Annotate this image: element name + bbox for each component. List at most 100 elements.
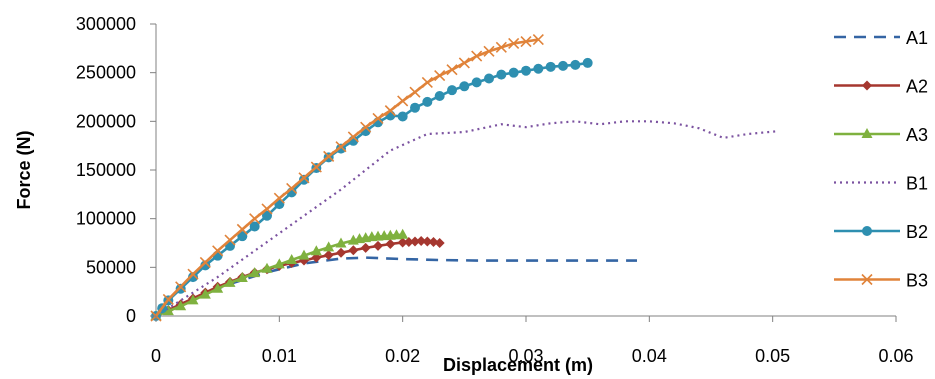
triangle-marker — [298, 249, 310, 260]
triangle-marker — [286, 254, 298, 265]
triangle-marker — [310, 245, 322, 256]
triangle-marker — [323, 241, 335, 252]
triangle-marker — [261, 262, 273, 273]
triangle-marker — [861, 128, 873, 138]
diamond-marker — [416, 236, 427, 247]
y-tick-label: 100000 — [76, 209, 136, 229]
x-marker — [508, 37, 520, 50]
triangle-marker — [162, 305, 174, 316]
x-tick-label: 0.01 — [262, 346, 297, 366]
x-marker — [483, 45, 495, 57]
circle-marker — [200, 260, 211, 271]
x-marker — [323, 150, 335, 162]
diamond-marker — [410, 236, 420, 247]
circle-marker — [508, 67, 519, 78]
y-tick-label: 0 — [126, 306, 136, 326]
legend: A1 A2 A3 B1 B2 B3 — [834, 28, 928, 291]
x-marker — [212, 245, 224, 257]
x-tick-label: 0.06 — [878, 346, 913, 366]
circle-marker — [496, 69, 507, 80]
diamond-marker — [434, 238, 445, 248]
series-layer — [150, 34, 779, 322]
triangle-marker — [224, 276, 236, 287]
x-marker — [446, 64, 458, 76]
circle-marker — [459, 81, 470, 92]
legend-item-b1: B1 — [834, 174, 928, 194]
diamond-marker — [360, 242, 371, 253]
x-tick-label: 0.03 — [508, 346, 543, 366]
legend-item-b3: B3 — [834, 271, 928, 291]
legend-item-a1: A1 — [834, 28, 928, 48]
x-marker — [372, 112, 384, 124]
x-marker — [162, 293, 174, 306]
x-tick-label: 0.05 — [755, 346, 790, 366]
diamond-marker — [323, 250, 334, 261]
legend-item-b2: B2 — [834, 222, 928, 242]
triangle-marker — [187, 294, 199, 305]
legend-label: A1 — [906, 28, 928, 48]
x-marker — [298, 172, 310, 184]
circle-marker — [545, 61, 556, 72]
circle-marker — [862, 226, 872, 236]
x-marker — [520, 35, 532, 48]
y-tick-label: 150000 — [76, 160, 136, 180]
triangle-marker — [175, 300, 187, 311]
legend-label: B2 — [906, 222, 928, 242]
legend-label: B3 — [906, 271, 928, 291]
diamond-marker — [428, 237, 439, 248]
x-marker — [409, 86, 421, 98]
triangle-marker — [249, 267, 261, 278]
diamond-marker — [385, 238, 396, 249]
x-tick-label: 0 — [151, 346, 161, 366]
x-marker — [397, 95, 409, 107]
diamond-marker — [336, 247, 346, 258]
diamond-marker — [862, 80, 872, 91]
triangle-marker — [236, 272, 248, 283]
series-a3 — [150, 228, 409, 320]
diamond-marker — [422, 236, 433, 247]
x-marker — [261, 203, 273, 215]
circle-marker — [262, 210, 272, 221]
series-line — [155, 120, 779, 317]
x-marker — [249, 213, 261, 225]
x-marker — [335, 141, 347, 153]
y-tick-label: 300000 — [76, 14, 136, 34]
y-tick-label: 50000 — [86, 257, 136, 277]
x-marker — [224, 234, 236, 246]
x-marker — [273, 192, 285, 204]
x-marker — [347, 131, 359, 143]
legend-label: B1 — [906, 174, 928, 194]
x-marker — [458, 57, 470, 69]
x-marker — [384, 105, 396, 117]
circle-marker — [237, 231, 248, 242]
circle-marker — [558, 60, 568, 71]
diamond-marker — [373, 240, 383, 251]
x-marker — [310, 161, 322, 173]
x-marker — [434, 70, 446, 82]
circle-marker — [422, 96, 433, 107]
circle-marker — [249, 221, 260, 232]
circle-marker — [434, 91, 445, 102]
diamond-marker — [348, 245, 359, 256]
x-axis-title: Displacement (m) — [443, 355, 593, 375]
triangle-marker — [397, 228, 409, 239]
triangle-marker — [335, 237, 347, 248]
series-line — [154, 61, 588, 317]
circle-marker — [175, 283, 186, 294]
series-line — [155, 239, 440, 318]
circle-marker — [582, 57, 593, 68]
circle-marker — [397, 111, 408, 122]
legend-label: A2 — [906, 77, 928, 97]
legend-item-a3: A3 — [834, 125, 928, 145]
x-marker — [861, 273, 873, 286]
x-tick-label: 0.04 — [632, 346, 667, 366]
circle-marker — [410, 102, 420, 113]
series-b1 — [155, 120, 779, 317]
x-marker — [532, 34, 544, 46]
circle-marker — [188, 272, 198, 283]
x-marker — [360, 121, 372, 133]
x-marker — [421, 76, 433, 88]
x-marker — [495, 41, 507, 53]
diamond-marker — [299, 255, 309, 266]
